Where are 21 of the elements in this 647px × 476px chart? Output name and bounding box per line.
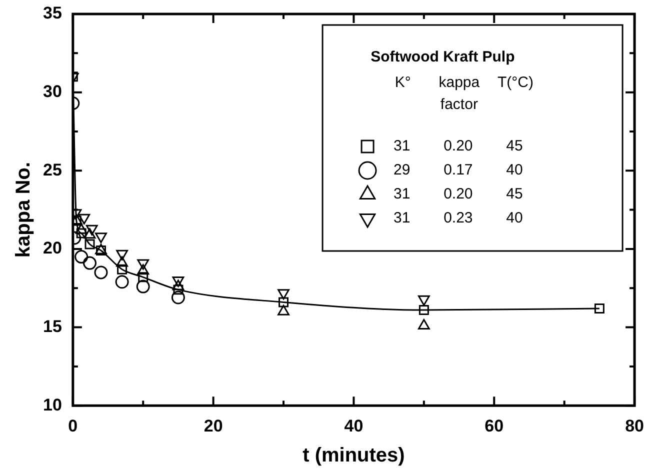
y-tick-label: 20 (42, 238, 62, 258)
y-tick-label: 35 (42, 4, 62, 23)
y-tick-label: 10 (42, 395, 62, 414)
y-tick-label: 25 (42, 160, 62, 180)
x-axis-title: t (minutes) (302, 444, 405, 467)
y-tick-label: 30 (42, 82, 62, 102)
x-tick-label: 0 (68, 416, 78, 436)
y-tick-label: 15 (42, 316, 62, 336)
legend-title: Softwood Kraft Pulp (370, 48, 515, 66)
legend-label: 31 0.20 45 (381, 186, 523, 203)
annotation: kappa factor (438, 74, 480, 114)
legend-label: 31 0.23 40 (381, 210, 523, 227)
annotation: K° (394, 74, 411, 92)
x-tick-label: 60 (484, 416, 504, 436)
x-tick-label: 80 (625, 416, 644, 436)
annotation: T(°C) (497, 74, 534, 92)
legend-label: 31 0.20 45 (381, 138, 523, 155)
y-axis-title: kappa No. (12, 162, 35, 258)
legend-label: 29 0.17 40 (381, 162, 523, 179)
x-tick-label: 40 (344, 416, 364, 436)
x-tick-label: 20 (204, 416, 223, 436)
